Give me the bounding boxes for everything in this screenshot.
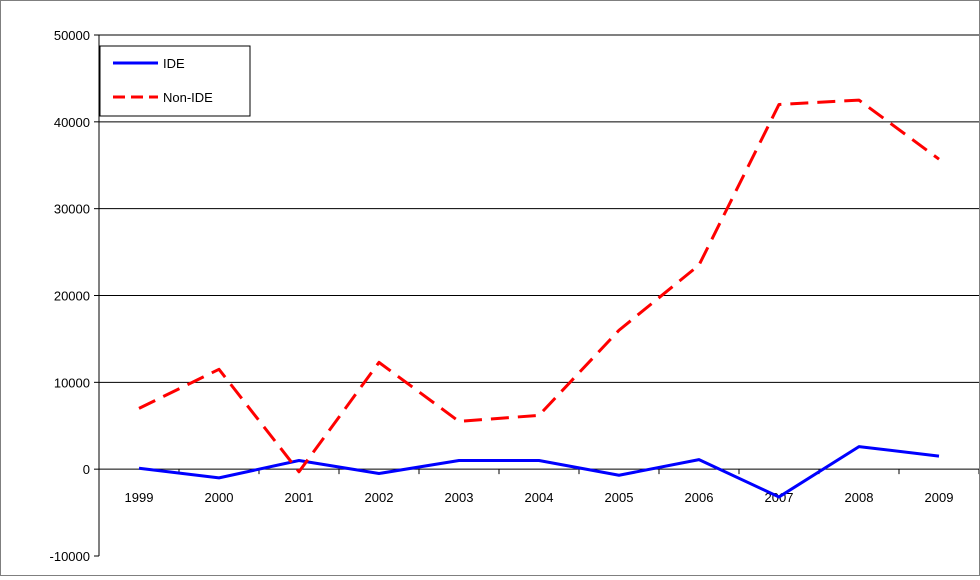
gridlines	[99, 34, 979, 383]
y-tick-label: -10000	[50, 549, 90, 564]
series-line-non-ide	[138, 98, 940, 474]
series-layer	[138, 98, 940, 499]
series-line-ide	[138, 445, 940, 499]
x-tick-label: 2006	[685, 490, 714, 505]
x-tick-labels: 1999 2000 2001 2002 2003 2004 2005 2006 2007 2008…	[125, 490, 954, 505]
y-tick-label: 20000	[54, 289, 90, 304]
x-tick-label: 1999	[125, 490, 154, 505]
y-tick-label: 50000	[54, 28, 90, 43]
y-tick-label: 10000	[54, 375, 90, 390]
x-tick-label: 2009	[925, 490, 954, 505]
y-tick-labels: -10000 0 10000 20000 30000 40000 50000	[50, 28, 90, 564]
x-tick-label: 2000	[205, 490, 234, 505]
x-tick-label: 2008	[845, 490, 874, 505]
x-tick-label: 2005	[605, 490, 634, 505]
legend: IDE Non-IDE	[99, 45, 251, 117]
legend-box	[99, 45, 251, 117]
x-tick-label: 2001	[285, 490, 314, 505]
x-tick-label: 2002	[365, 490, 394, 505]
legend-label-non-ide: Non-IDE	[163, 90, 213, 105]
y-tick-label: 0	[83, 462, 90, 477]
legend-label-ide: IDE	[163, 56, 185, 71]
x-tick-label: 2004	[525, 490, 554, 505]
axes	[94, 34, 980, 557]
y-tick-label: 30000	[54, 202, 90, 217]
x-tick-label: 2003	[445, 490, 474, 505]
y-tick-label: 40000	[54, 115, 90, 130]
